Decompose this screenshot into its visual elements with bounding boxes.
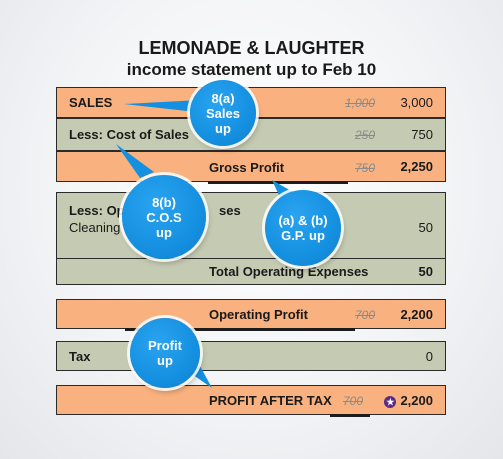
cleaning-label: Cleaning: [69, 220, 121, 235]
star-icon: ★: [384, 395, 397, 408]
cos-old-value: 250: [354, 128, 375, 142]
gp-up-line2: G.P. up: [281, 228, 325, 243]
sales-up-callout: 8(a) Sales up: [190, 80, 256, 146]
cos-pointer: [116, 144, 154, 178]
tax-value: 0: [425, 349, 433, 364]
profit-up-line1: Profit: [148, 338, 182, 353]
sales-value: 3,000: [400, 95, 433, 110]
cleaning-value: 50: [418, 220, 433, 235]
gp-up-callout: (a) & (b) G.P. up: [265, 190, 341, 266]
profit-after-tax-old-value: 700: [342, 394, 363, 408]
operating-profit-label: Operating Profit: [209, 307, 308, 322]
gp-up-line1: (a) & (b): [278, 213, 328, 228]
sales-up-line3: up: [215, 120, 231, 136]
operating-profit-old-value: 700: [354, 308, 375, 322]
profit-after-tax-underline: [330, 414, 370, 417]
page-title: LEMONADE & LAUGHTER: [138, 38, 365, 58]
gross-profit-underline: [208, 181, 348, 184]
profit-after-tax-value-group: ★ 2,200: [384, 393, 433, 409]
gross-profit-old-value: 750: [354, 161, 375, 175]
tax-label: Tax: [69, 349, 91, 364]
cos-up-callout: 8(b) C.O.S up: [122, 175, 206, 259]
cos-value: 750: [411, 127, 433, 142]
total-opex-label: Total Operating Expenses: [209, 264, 369, 279]
profit-after-tax-row: PROFIT AFTER TAX 700 ★ 2,200: [56, 385, 446, 415]
cos-up-line3: up: [156, 224, 172, 240]
total-opex-value: 50: [418, 264, 433, 279]
sales-up-line1: 8(a): [211, 90, 235, 106]
cos-up-line2: C.O.S: [146, 209, 182, 225]
operating-profit-row: Operating Profit 700 2,200: [56, 299, 446, 329]
profit-up-callout: Profit up: [130, 318, 200, 388]
gross-profit-label: Gross Profit: [209, 160, 285, 175]
gross-profit-value: 2,250: [400, 159, 433, 174]
total-opex-row: Total Operating Expenses 50: [56, 258, 446, 285]
operating-profit-underline: [125, 328, 355, 331]
gross-profit-row: Gross Profit 750 2,250: [56, 151, 446, 182]
sales-old-value: 1,000: [344, 96, 375, 110]
operating-profit-value: 2,200: [400, 307, 433, 322]
profit-up-line2: up: [157, 353, 173, 368]
opex-header-left: Less: Op: [69, 203, 125, 218]
page-subtitle: income statement up to Feb 10: [126, 60, 377, 79]
cos-up-line1: 8(b): [152, 194, 176, 210]
opex-header-right: ses: [219, 203, 241, 218]
operating-expenses-block: Less: Op ses Cleaning 50: [56, 192, 446, 260]
tax-row: Tax 0: [56, 341, 446, 371]
cos-label: Less: Cost of Sales: [69, 127, 189, 142]
profit-after-tax-value: 2,200: [400, 393, 433, 408]
sales-label: SALES: [69, 95, 113, 110]
sales-up-line2: Sales: [206, 105, 240, 121]
profit-after-tax-label: PROFIT AFTER TAX: [209, 393, 332, 408]
sales-pointer: [124, 100, 205, 113]
